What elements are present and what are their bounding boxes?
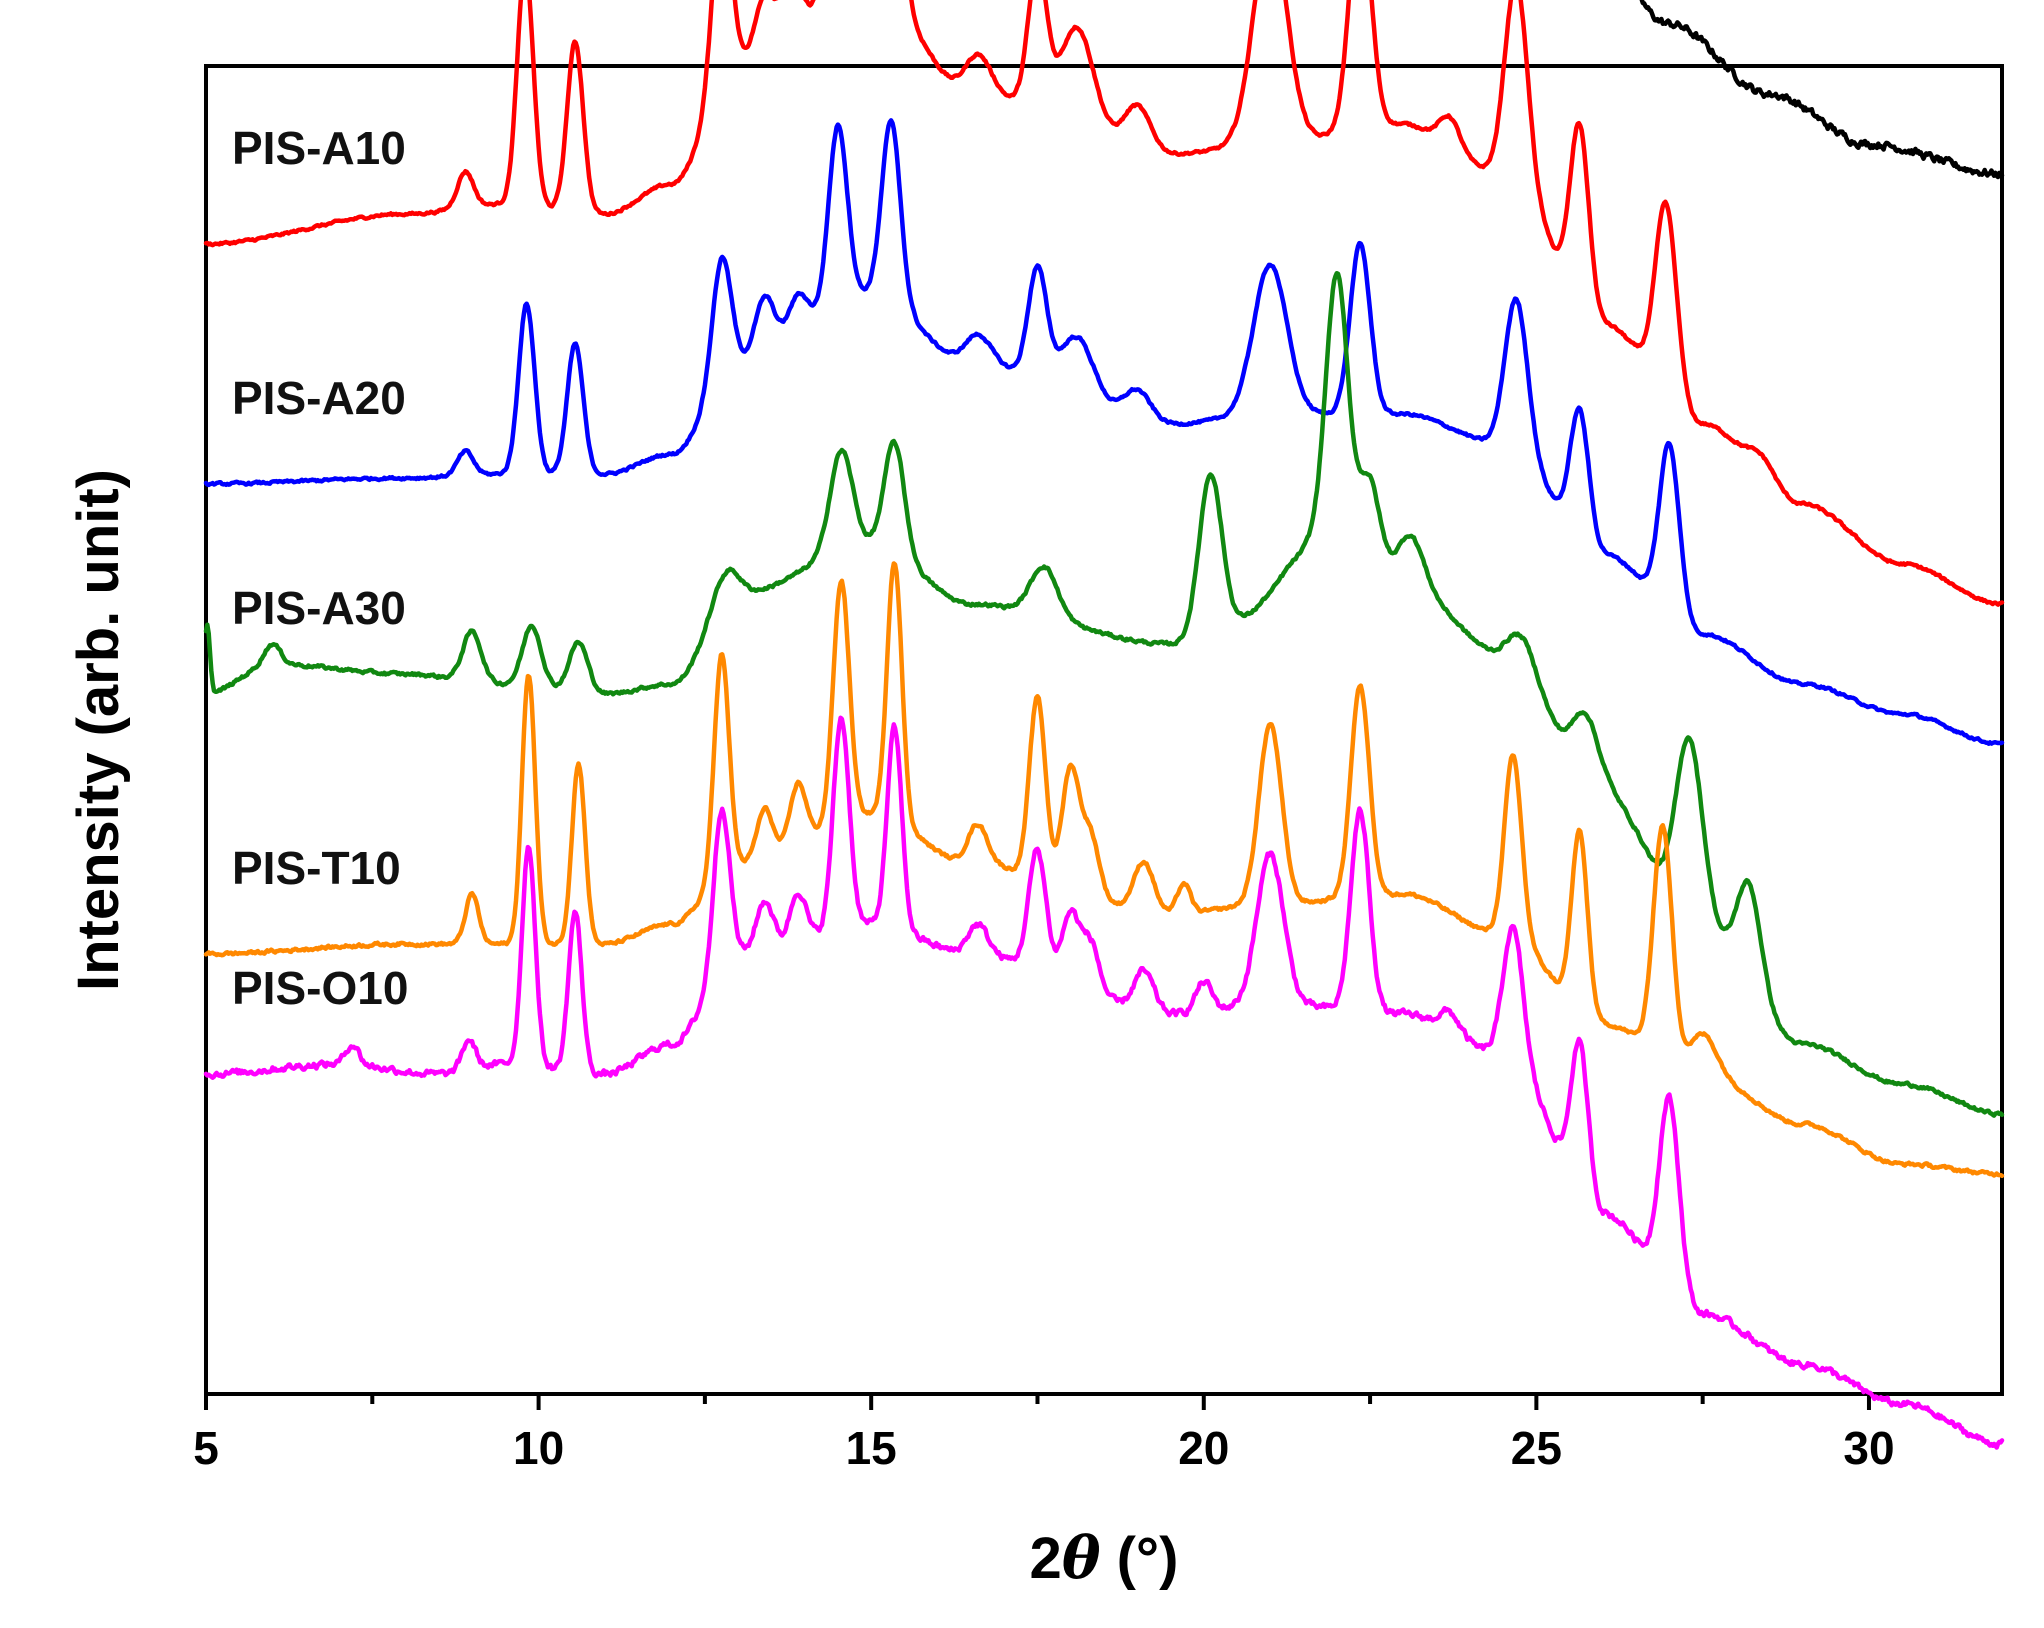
series-line-pis-a30: [203, 270, 2005, 1118]
plot-area-frame: [204, 64, 2004, 1396]
series-label-pis-a10: PIS-A10: [232, 122, 406, 174]
series-label-pis-a30: PIS-A30: [232, 582, 406, 634]
series-line-pis-o10: [203, 715, 2005, 1450]
x-axis-title-prefix: 2: [1030, 1526, 1062, 1591]
series-labels: PIS-A0PIS-A10PIS-A20PIS-A30PIS-T10PIS-O1…: [232, 122, 408, 1014]
series-line-pis-a0: [1639, 0, 2005, 180]
x-axis-title: 2θ (°): [1030, 1524, 1179, 1592]
series-label-pis-t10: PIS-T10: [232, 842, 401, 894]
x-tick-label: 25: [1511, 1422, 1562, 1474]
series-line-pis-a10: [203, 0, 2005, 607]
x-axis-ticks: [204, 1394, 1871, 1410]
x-tick-label: 20: [1178, 1422, 1229, 1474]
series-label-pis-o10: PIS-O10: [232, 962, 408, 1014]
x-axis-title-unit: (°): [1101, 1526, 1179, 1591]
x-tick-label: 5: [193, 1422, 219, 1474]
x-axis-tick-labels: 5 10 15 20 25 30: [193, 1422, 1894, 1474]
x-tick-label: 10: [513, 1422, 564, 1474]
series-line-pis-a20: [203, 118, 2005, 746]
series-label-pis-a20: PIS-A20: [232, 372, 406, 424]
x-axis-title-theta: θ: [1062, 1524, 1101, 1592]
y-axis-title: Intensity (arb. unit): [66, 469, 131, 991]
x-tick-label: 30: [1843, 1422, 1894, 1474]
series-line-pis-t10: [203, 561, 2005, 1179]
x-tick-label: 15: [846, 1422, 897, 1474]
series-traces: [203, 0, 2005, 1450]
